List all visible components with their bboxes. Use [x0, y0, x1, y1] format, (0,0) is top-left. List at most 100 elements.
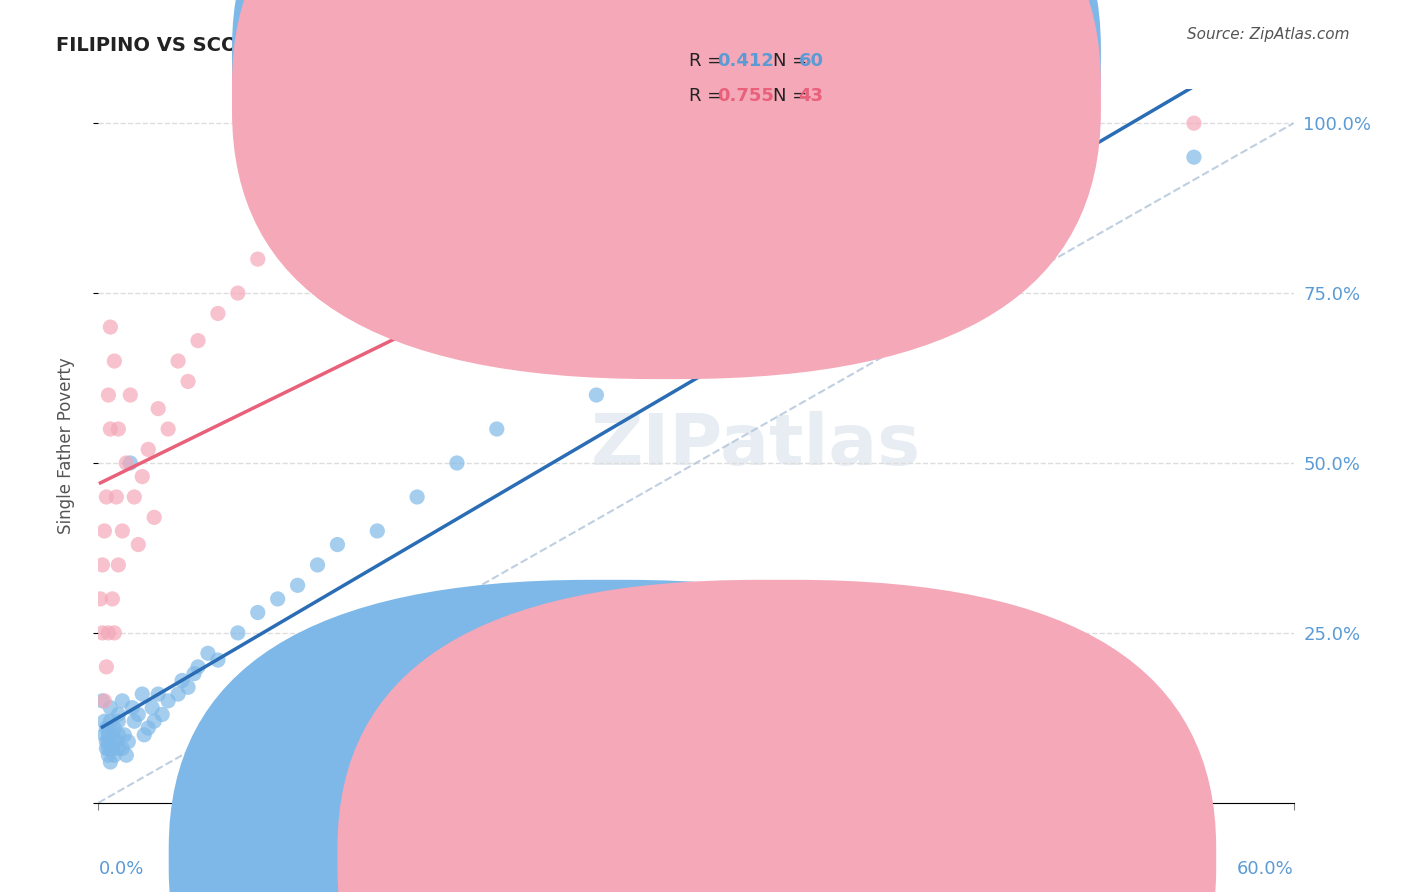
Point: [226, 286, 249, 301]
Text: Source: ZipAtlas.com: Source: ZipAtlas.com: [1187, 27, 1350, 42]
Point: [207, 306, 229, 320]
Point: [141, 700, 163, 714]
Text: N =: N =: [773, 87, 813, 105]
Text: Filipinos: Filipinos: [633, 850, 699, 868]
Point: [131, 687, 153, 701]
Point: [326, 184, 349, 198]
Text: Scottish: Scottish: [808, 850, 875, 868]
Point: [97, 626, 120, 640]
Point: [93, 524, 115, 538]
Point: [1182, 150, 1205, 164]
Point: [107, 728, 129, 742]
Point: [103, 721, 125, 735]
Point: [98, 755, 122, 769]
Text: N =: N =: [773, 52, 813, 70]
Point: [884, 129, 907, 144]
Point: [91, 694, 114, 708]
Text: ZIPatlas: ZIPatlas: [591, 411, 921, 481]
Point: [107, 707, 129, 722]
Point: [111, 524, 134, 538]
Point: [148, 687, 170, 701]
Point: [446, 456, 468, 470]
Text: 0.412: 0.412: [717, 52, 773, 70]
Point: [485, 238, 508, 252]
Text: 60.0%: 60.0%: [1237, 860, 1294, 878]
Point: [287, 578, 309, 592]
Point: [89, 591, 111, 606]
Point: [96, 660, 118, 674]
Text: R =: R =: [689, 87, 728, 105]
Point: [115, 456, 138, 470]
Point: [96, 721, 118, 735]
Point: [177, 680, 200, 694]
Point: [585, 388, 607, 402]
Point: [685, 354, 707, 368]
Point: [136, 442, 159, 457]
Point: [685, 150, 707, 164]
Point: [366, 524, 388, 538]
Text: 60: 60: [799, 52, 824, 70]
Text: 0.755: 0.755: [717, 87, 773, 105]
Point: [134, 728, 156, 742]
Point: [98, 700, 122, 714]
Text: 0.0%: 0.0%: [98, 860, 143, 878]
Point: [96, 490, 118, 504]
Point: [366, 266, 388, 280]
Point: [124, 714, 146, 729]
Point: [287, 218, 309, 232]
Point: [121, 700, 143, 714]
Point: [326, 537, 349, 551]
Point: [111, 694, 134, 708]
Point: [267, 591, 290, 606]
Point: [103, 354, 125, 368]
Point: [98, 422, 122, 436]
Point: [98, 320, 122, 334]
Point: [111, 741, 134, 756]
Point: [172, 673, 194, 688]
Point: [93, 728, 115, 742]
Point: [105, 490, 128, 504]
Point: [107, 422, 129, 436]
Point: [197, 646, 219, 660]
Point: [120, 456, 142, 470]
Y-axis label: Single Father Poverty: Single Father Poverty: [56, 358, 75, 534]
Point: [157, 694, 180, 708]
Point: [884, 320, 907, 334]
Point: [93, 694, 115, 708]
Point: [246, 606, 269, 620]
Point: [107, 741, 129, 756]
Point: [107, 558, 129, 572]
Point: [187, 334, 209, 348]
Point: [97, 388, 120, 402]
Point: [485, 422, 508, 436]
Point: [406, 198, 429, 212]
Point: [143, 510, 166, 524]
Point: [148, 401, 170, 416]
Point: [157, 422, 180, 436]
Point: [127, 707, 149, 722]
Point: [406, 490, 429, 504]
Point: [167, 354, 190, 368]
Point: [124, 490, 146, 504]
Point: [103, 626, 125, 640]
Point: [246, 252, 269, 266]
Point: [101, 728, 124, 742]
Text: FILIPINO VS SCOTTISH SINGLE FATHER POVERTY CORRELATION CHART: FILIPINO VS SCOTTISH SINGLE FATHER POVER…: [56, 36, 825, 54]
Point: [785, 198, 807, 212]
Point: [136, 721, 159, 735]
Point: [98, 714, 122, 729]
Text: 43: 43: [799, 87, 824, 105]
Point: [143, 714, 166, 729]
Point: [101, 591, 124, 606]
Point: [187, 660, 209, 674]
Point: [103, 748, 125, 763]
Point: [127, 537, 149, 551]
Point: [131, 469, 153, 483]
Point: [97, 748, 120, 763]
Point: [96, 734, 118, 748]
Point: [226, 626, 249, 640]
Text: R =: R =: [689, 52, 728, 70]
Point: [96, 741, 118, 756]
Point: [107, 714, 129, 729]
Point: [105, 734, 128, 748]
